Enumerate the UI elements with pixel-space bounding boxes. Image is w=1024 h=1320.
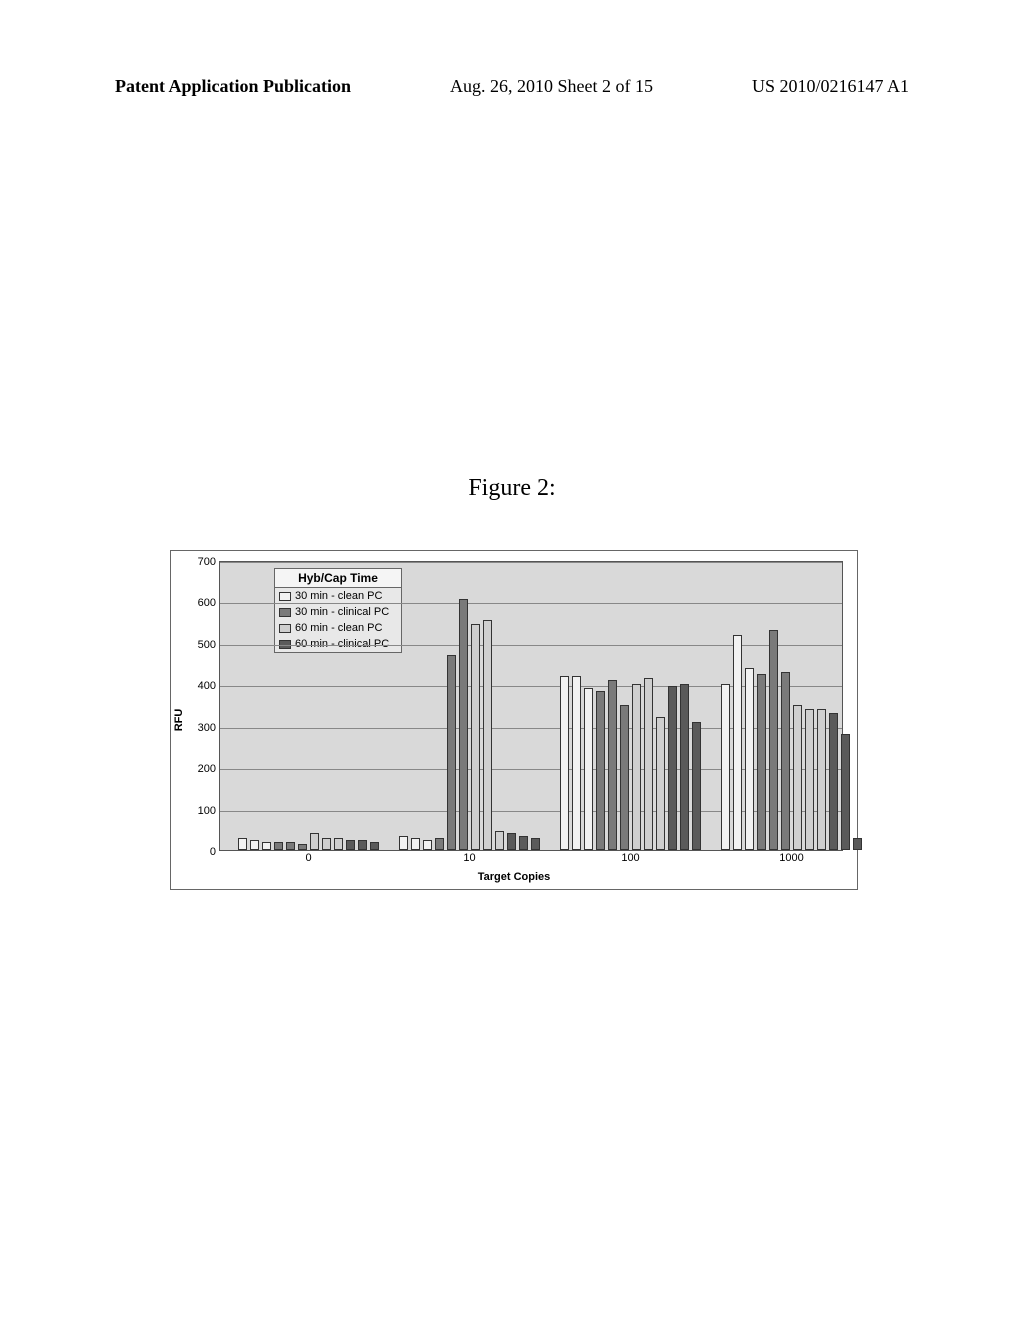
y-tick: 600 (198, 597, 216, 609)
legend-label: 30 min - clean PC (295, 590, 382, 602)
legend-label: 60 min - clean PC (295, 622, 382, 634)
bar (632, 684, 641, 850)
plot-area: Hyb/Cap Time 30 min - clean PC 30 min - c… (219, 561, 843, 851)
bar (483, 620, 492, 850)
legend-item: 30 min - clinical PC (275, 604, 401, 620)
bar (769, 630, 778, 850)
legend-swatch (279, 624, 291, 633)
bar (399, 836, 408, 851)
bar (608, 680, 617, 850)
legend-item: 30 min - clean PC (275, 588, 401, 604)
bar (447, 655, 456, 850)
bar (471, 624, 480, 850)
bar (745, 668, 754, 850)
bar (692, 722, 701, 850)
bar (423, 840, 432, 850)
bar (531, 838, 540, 850)
legend-label: 30 min - clinical PC (295, 606, 389, 618)
bar (495, 831, 504, 850)
y-tick: 300 (198, 722, 216, 734)
header-left: Patent Application Publication (115, 76, 351, 97)
y-tick: 100 (198, 805, 216, 817)
page-header: Patent Application Publication Aug. 26, … (0, 76, 1024, 97)
legend-swatch (279, 592, 291, 601)
legend-title: Hyb/Cap Time (275, 569, 401, 588)
bar (656, 717, 665, 850)
y-tick: 700 (198, 556, 216, 568)
bar (310, 833, 319, 850)
bar (358, 840, 367, 850)
bar (560, 676, 569, 850)
figure-caption: Figure 2: (0, 475, 1024, 502)
bar (238, 838, 247, 850)
bar (435, 838, 444, 850)
bar (322, 838, 331, 850)
bar (519, 836, 528, 851)
bar (572, 676, 581, 850)
bar (584, 688, 593, 850)
bar (793, 705, 802, 850)
y-tick: 0 (210, 846, 216, 858)
y-tick: 500 (198, 639, 216, 651)
bar (346, 840, 355, 850)
x-axis-label: Target Copies (478, 871, 551, 883)
gridline (220, 645, 842, 646)
y-tick: 400 (198, 680, 216, 692)
bar (668, 686, 677, 850)
chart-container: RFU Hyb/Cap Time 30 min - clean PC 30 min… (170, 550, 858, 890)
bar (721, 684, 730, 850)
bar (757, 674, 766, 850)
bar (620, 705, 629, 850)
bar (841, 734, 850, 850)
bar (829, 713, 838, 850)
legend-item: 60 min - clean PC (275, 620, 401, 636)
bar (274, 842, 283, 850)
bar (370, 842, 379, 850)
bar (459, 599, 468, 850)
legend-swatch (279, 608, 291, 617)
bar (733, 635, 742, 850)
x-tick: 0 (305, 852, 311, 864)
y-tick: 200 (198, 763, 216, 775)
bar (680, 684, 689, 850)
x-tick: 10 (463, 852, 475, 864)
bar (853, 838, 862, 850)
gridline (220, 562, 842, 563)
bar (298, 844, 307, 850)
gridline (220, 603, 842, 604)
bar (644, 678, 653, 850)
bar (334, 838, 343, 850)
legend: Hyb/Cap Time 30 min - clean PC 30 min - c… (274, 568, 402, 653)
bar (411, 838, 420, 850)
bar (596, 691, 605, 851)
y-axis-label: RFU (173, 709, 185, 732)
bar (805, 709, 814, 850)
bar (817, 709, 826, 850)
bar (262, 842, 271, 850)
bar (507, 833, 516, 850)
header-right: US 2010/0216147 A1 (752, 76, 909, 97)
bar (286, 842, 295, 850)
bar (781, 672, 790, 850)
bar (250, 840, 259, 850)
x-tick: 1000 (779, 852, 803, 864)
header-mid: Aug. 26, 2010 Sheet 2 of 15 (450, 76, 653, 97)
x-tick: 100 (621, 852, 639, 864)
